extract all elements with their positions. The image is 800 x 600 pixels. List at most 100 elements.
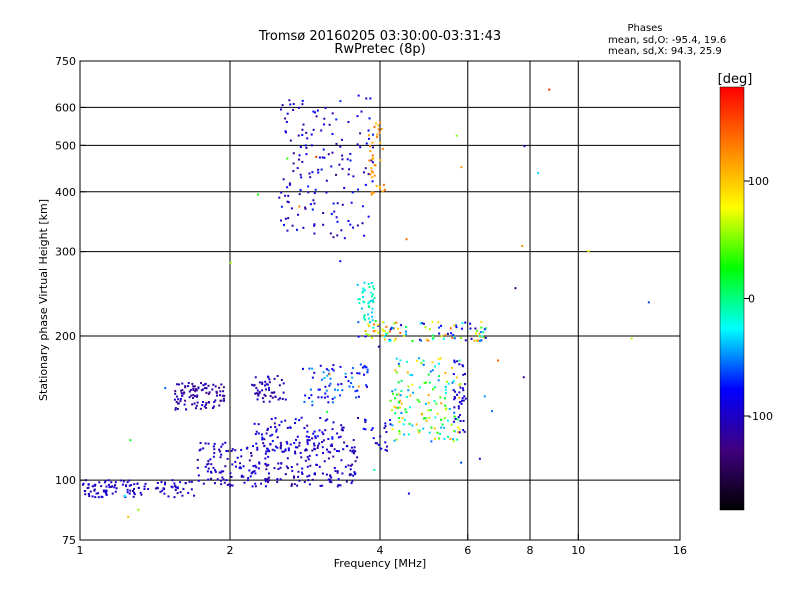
- echo-point: [323, 460, 326, 463]
- echo-point: [181, 389, 184, 392]
- chart-subtitle: RwPretec (8p): [334, 42, 425, 57]
- echo-point: [213, 442, 216, 445]
- echo-point: [364, 428, 367, 431]
- echo-point: [174, 390, 177, 393]
- echo-point: [266, 477, 269, 480]
- echo-point: [295, 438, 298, 441]
- echo-point: [219, 399, 222, 402]
- echo-point: [298, 444, 301, 447]
- echo-point: [132, 495, 135, 498]
- echo-point: [137, 487, 140, 490]
- echo-point: [376, 133, 379, 136]
- echo-point: [368, 306, 371, 309]
- echo-point: [126, 491, 129, 494]
- echo-point: [326, 448, 329, 451]
- echo-point: [234, 460, 237, 463]
- echo-point: [250, 452, 253, 455]
- echo-point: [209, 470, 212, 473]
- echo-point: [431, 361, 434, 364]
- echo-point: [379, 435, 382, 438]
- echo-point: [247, 477, 250, 480]
- echo-point: [458, 384, 461, 387]
- data-points: [81, 88, 650, 518]
- echo-point: [294, 446, 297, 449]
- echo-point: [298, 158, 301, 161]
- echo-point: [333, 448, 336, 451]
- echo-point: [357, 94, 360, 97]
- echo-point: [381, 147, 384, 150]
- echo-point: [236, 456, 239, 459]
- echo-point: [312, 199, 315, 202]
- echo-point: [371, 180, 374, 183]
- echo-point: [332, 202, 335, 205]
- echo-point: [306, 442, 309, 445]
- echo-point: [94, 496, 97, 499]
- echo-point: [305, 449, 308, 452]
- echo-point: [174, 489, 177, 492]
- echo-point: [296, 435, 299, 438]
- echo-point: [284, 449, 287, 452]
- echo-point: [224, 465, 227, 468]
- echo-point: [331, 401, 334, 404]
- echo-point: [309, 464, 312, 467]
- echo-point: [458, 431, 461, 434]
- echo-point: [258, 462, 261, 465]
- echo-point: [284, 117, 287, 120]
- echo-point: [478, 332, 481, 335]
- echo-point: [353, 473, 356, 476]
- colorbar-tick-label: 100: [748, 175, 769, 188]
- x-tick-label: 8: [527, 544, 534, 557]
- echo-point: [308, 367, 311, 370]
- echo-point: [459, 382, 462, 385]
- echo-point: [417, 357, 420, 360]
- echo-point: [405, 238, 408, 241]
- echo-point: [324, 419, 327, 422]
- echo-point: [316, 109, 319, 112]
- echo-point: [327, 401, 330, 404]
- echo-point: [422, 417, 425, 420]
- echo-point: [177, 398, 180, 401]
- echo-point: [397, 393, 400, 396]
- echo-point: [280, 191, 283, 194]
- echo-point: [164, 387, 167, 390]
- echo-point: [265, 468, 268, 471]
- echo-point: [242, 465, 245, 468]
- echo-point: [276, 481, 279, 484]
- echo-point: [243, 481, 246, 484]
- echo-point: [364, 419, 367, 422]
- echo-point: [443, 437, 446, 440]
- echo-point: [298, 479, 301, 482]
- echo-point: [286, 112, 289, 115]
- echo-point: [367, 173, 370, 176]
- echo-point: [304, 449, 307, 452]
- colorbar-tick-label: 0: [748, 293, 755, 306]
- echo-point: [461, 397, 464, 400]
- echo-point: [290, 483, 293, 486]
- echo-point: [271, 396, 274, 399]
- echo-point: [320, 168, 323, 171]
- echo-point: [187, 491, 190, 494]
- echo-point: [453, 430, 456, 433]
- echo-point: [437, 321, 440, 324]
- echo-point: [306, 430, 309, 433]
- echo-point: [223, 481, 226, 484]
- echo-point: [368, 117, 371, 120]
- echo-point: [449, 327, 452, 330]
- echo-point: [229, 261, 232, 264]
- echo-point: [352, 385, 355, 388]
- echo-point: [370, 281, 373, 284]
- echo-point: [93, 488, 96, 491]
- echo-point: [400, 389, 403, 392]
- echo-point: [407, 385, 410, 388]
- echo-point: [383, 338, 386, 341]
- echo-point: [292, 103, 295, 106]
- echo-point: [318, 442, 321, 445]
- echo-point: [185, 408, 188, 411]
- echo-point: [129, 489, 132, 492]
- echo-point: [298, 441, 301, 444]
- echo-point: [202, 482, 205, 485]
- echo-point: [127, 515, 130, 518]
- echo-point: [358, 298, 361, 301]
- echo-point: [209, 458, 212, 461]
- echo-point: [398, 430, 401, 433]
